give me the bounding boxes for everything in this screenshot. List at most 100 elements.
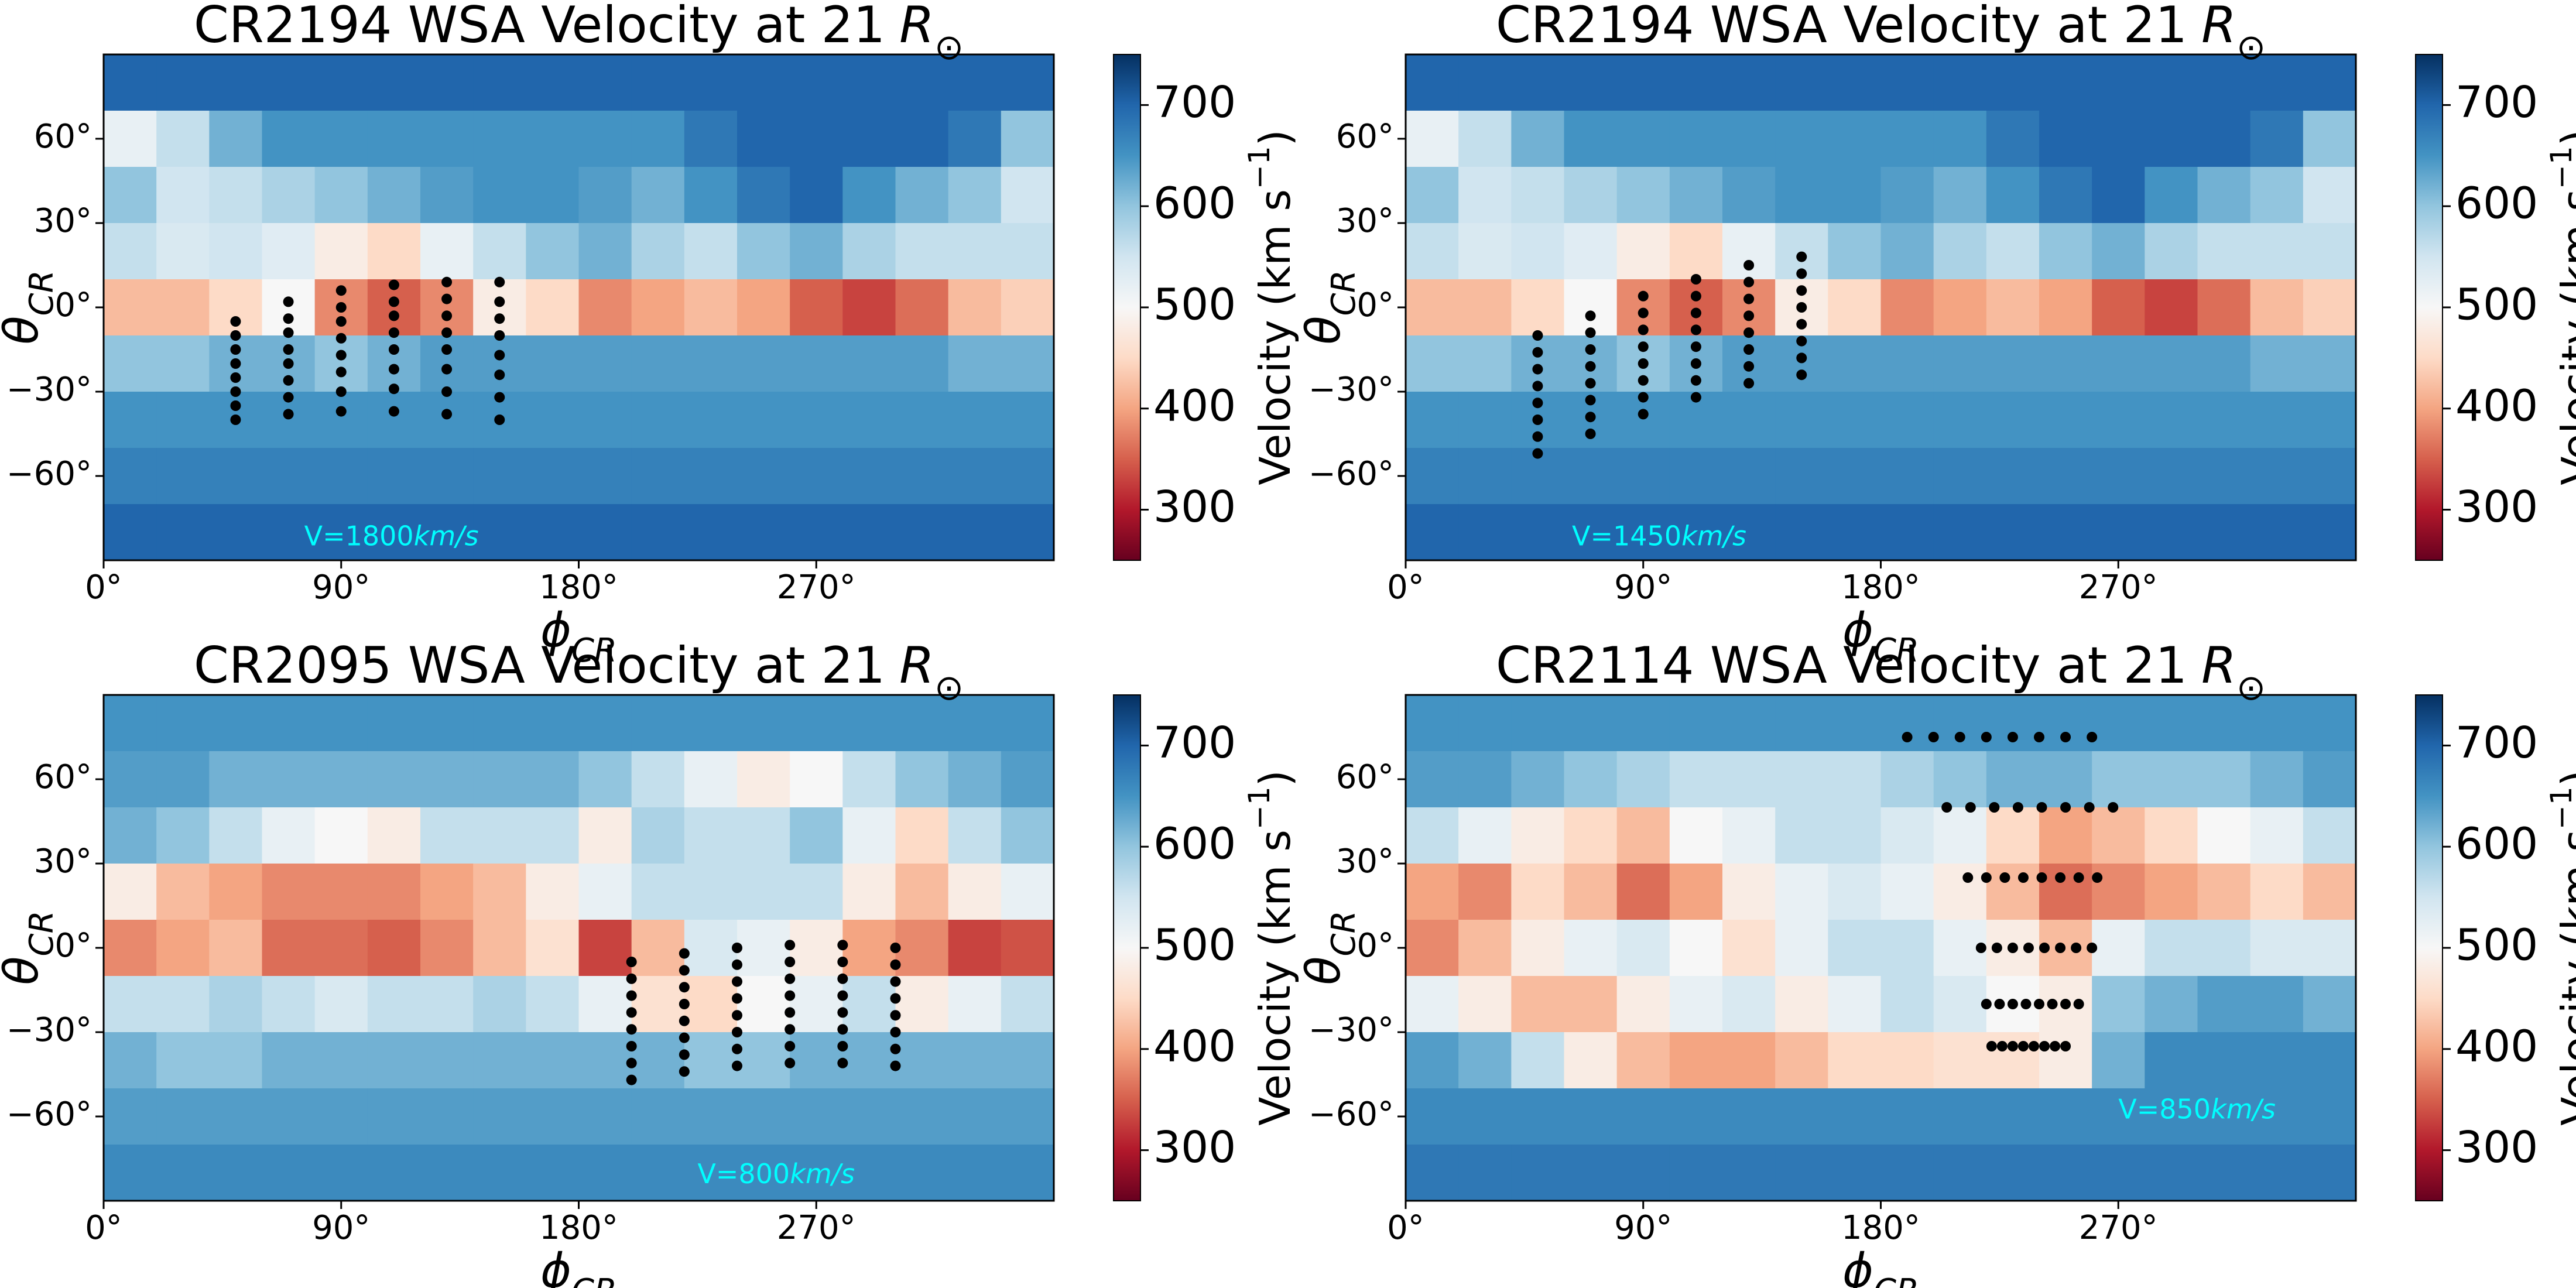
track-point	[283, 358, 294, 369]
track-point	[679, 948, 690, 959]
heatmap-cell	[895, 920, 949, 977]
annotation-unit: km/s	[2211, 1093, 2276, 1125]
heatmap-cell	[737, 695, 790, 752]
track-point	[1585, 429, 1596, 439]
heatmap-cell	[1616, 1145, 1670, 1201]
colorbar-tick-label: 300	[2455, 482, 2538, 532]
colorbar-label-end: )	[2553, 129, 2576, 146]
heatmap-cell	[2145, 504, 2198, 561]
heatmap-cell	[526, 504, 580, 561]
y-tick-label: −60°	[1308, 455, 1394, 493]
track-point	[283, 375, 294, 386]
track-point	[2108, 802, 2119, 813]
track-point	[1902, 732, 1913, 742]
heatmap-cell	[578, 223, 632, 280]
heatmap-cell	[2039, 695, 2092, 752]
heatmap-cell	[2250, 111, 2304, 167]
panel-title: CR2194 WSA Velocity at 21 R⊙	[1496, 0, 2266, 68]
track-point	[388, 383, 399, 395]
y-axis-label: θCR	[1296, 270, 1363, 345]
heatmap-cell	[2039, 807, 2092, 864]
heatmap-cell	[948, 392, 1002, 448]
heatmap-cell	[737, 54, 790, 111]
heatmap-cell	[895, 1032, 949, 1089]
heatmap-cell	[737, 976, 790, 1033]
heatmap-cell	[1001, 864, 1054, 920]
heatmap-cell	[262, 1088, 316, 1145]
track-point	[2007, 943, 2018, 953]
heatmap-cell	[1722, 807, 1776, 864]
heatmap-cell	[1669, 54, 1723, 111]
heatmap-cell	[631, 695, 685, 752]
heatmap-cell	[948, 223, 1002, 280]
heatmap-cell	[578, 279, 632, 336]
y-tick-label: 0°	[1356, 286, 1394, 324]
title-symbol: R	[2201, 636, 2236, 695]
track-point	[2023, 943, 2034, 953]
heatmap-cell	[737, 504, 790, 561]
heatmap-cell	[895, 54, 949, 111]
heatmap-cell	[473, 111, 526, 167]
track-point	[1638, 358, 1649, 369]
heatmap-cell	[1564, 1032, 1618, 1089]
heatmap-cell	[1001, 504, 1054, 561]
heatmap-cell	[1406, 111, 1459, 167]
x-tick-label: 180°	[539, 1209, 618, 1247]
heatmap-cell	[1458, 807, 1512, 864]
heatmap-cell	[526, 335, 580, 392]
heatmap-cell	[631, 223, 685, 280]
heatmap-cell	[790, 695, 843, 752]
heatmap-cell	[2039, 1145, 2092, 1201]
heatmap-cell	[156, 807, 210, 864]
heatmap-cell	[262, 807, 316, 864]
heatmap-cell	[1458, 167, 1512, 224]
heatmap-cell	[790, 167, 843, 224]
track-point	[1796, 268, 1807, 279]
heatmap-cell	[1458, 920, 1512, 977]
heatmap-cell	[684, 751, 738, 808]
heatmap-cell	[631, 54, 685, 111]
heatmap-cell	[1511, 751, 1565, 808]
heatmap-cell	[1986, 807, 2040, 864]
heatmap-cell	[1933, 448, 1987, 505]
heatmap-cell	[578, 448, 632, 505]
heatmap-cell	[842, 111, 896, 167]
heatmap-cell	[1564, 1088, 1618, 1145]
heatmap-cell	[737, 279, 790, 336]
track-point	[890, 993, 901, 1004]
heatmap-cell	[2145, 751, 2198, 808]
track-point	[1585, 327, 1596, 338]
heatmap-cell	[2145, 111, 2198, 167]
track-point	[732, 993, 742, 1004]
heatmap-cell	[1669, 1088, 1723, 1145]
heatmap-cell	[420, 504, 474, 561]
track-point	[2007, 999, 2018, 1009]
track-point	[1690, 358, 1701, 369]
heatmap-cell	[2145, 335, 2198, 392]
heatmap-cell	[104, 920, 157, 977]
heatmap-cell	[1880, 920, 1934, 977]
colorbar-label: Velocity (km s−1)	[2544, 129, 2576, 485]
x-tick-label: 0°	[85, 568, 122, 607]
heatmap-cell	[1722, 54, 1776, 111]
heatmap-cell	[631, 751, 685, 808]
heatmap-cell	[2197, 920, 2251, 977]
heatmap-cell	[473, 1032, 526, 1089]
heatmap-cell	[2197, 976, 2251, 1033]
colorbar-tick-label: 700	[2455, 77, 2538, 128]
heatmap-cell	[737, 1145, 790, 1201]
heatmap-cell	[473, 335, 526, 392]
y-axis-label: θCR	[1296, 911, 1363, 985]
heatmap-cell	[420, 920, 474, 977]
heatmap-cell	[2197, 111, 2251, 167]
x-axis-label: ϕCR	[1842, 603, 1919, 670]
panel-title: CR2095 WSA Velocity at 21 R⊙	[194, 636, 964, 708]
heatmap-cell	[1933, 504, 1987, 561]
heatmap-cell	[420, 54, 474, 111]
y-tick-label: −60°	[6, 1095, 92, 1133]
colorbar-tick-label: 300	[1153, 482, 1236, 532]
track-point	[837, 1024, 848, 1035]
heatmap-cell	[156, 111, 210, 167]
heatmap-cell	[2250, 920, 2304, 977]
track-point	[494, 350, 505, 361]
